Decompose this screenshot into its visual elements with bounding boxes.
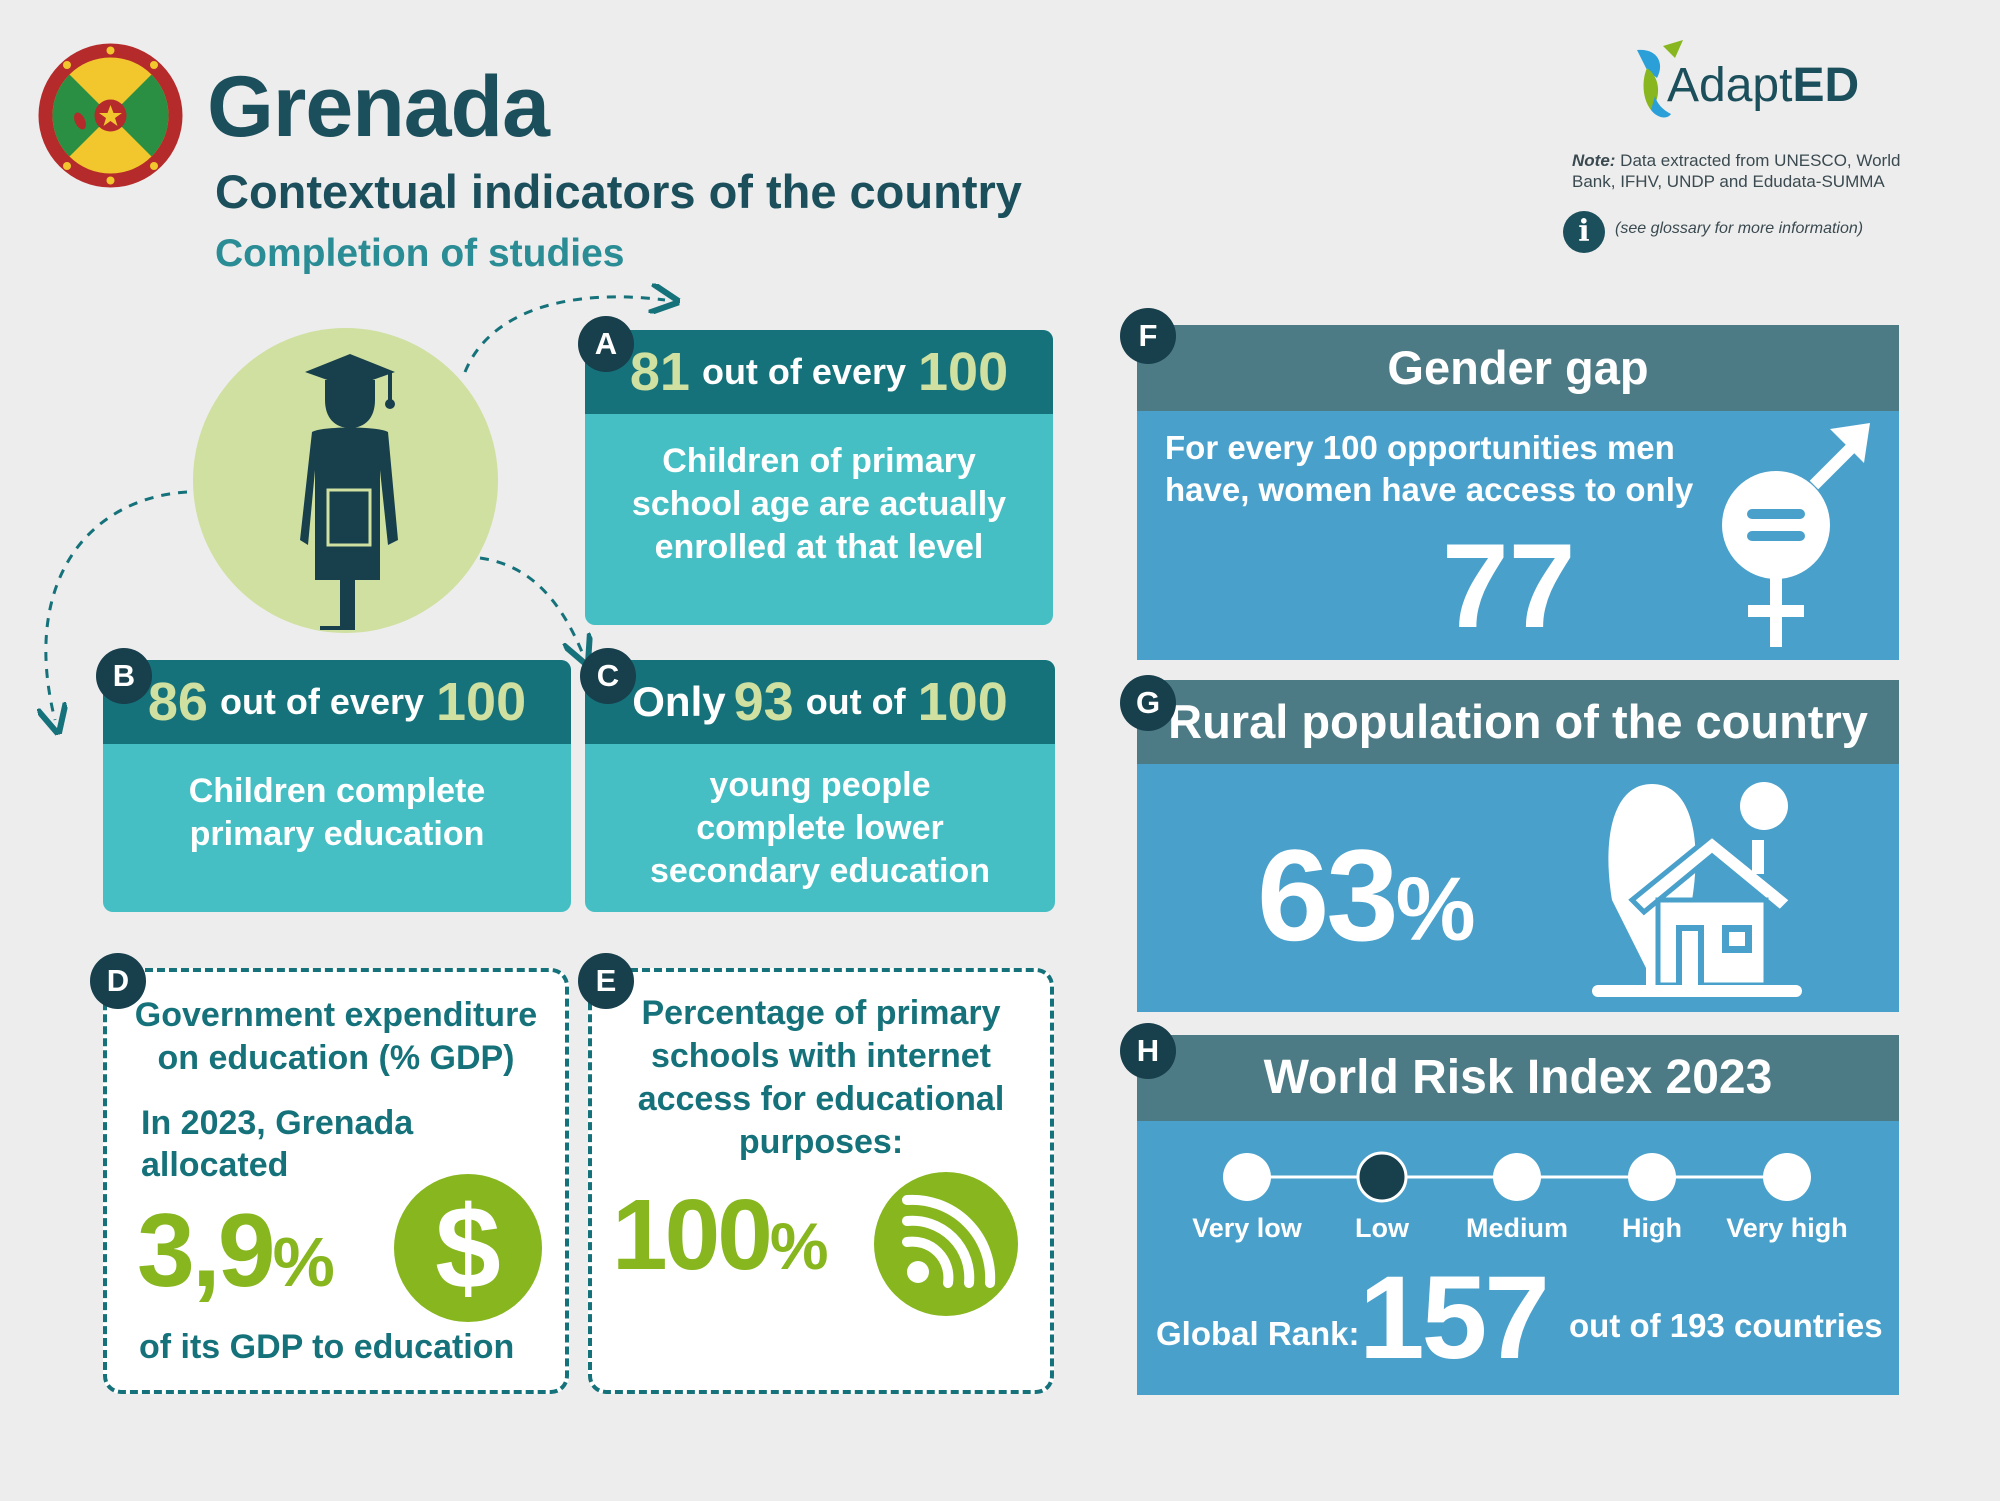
global-rank-label: Global Rank:	[1156, 1315, 1360, 1352]
gender-gap-value: 77	[1442, 519, 1576, 653]
global-rank-total: out of 193 countries	[1569, 1307, 1883, 1344]
info-icon[interactable]: i	[1563, 211, 1605, 253]
indicator-e-card: Percentage of primary schools with inter…	[588, 968, 1054, 1394]
data-source-note: Note: Data extracted from UNESCO, World …	[1572, 151, 1901, 191]
indicator-d-outro: of its GDP to education	[139, 1328, 515, 1366]
indicator-e-title: Percentage of primary schools with inter…	[637, 994, 1005, 1161]
indicator-c-header: Only 93 out of 100	[585, 660, 1055, 744]
rural-population-title: Rural population of the country	[1137, 680, 1899, 764]
indicator-d-intro: In 2023, Grenada allocated	[141, 1104, 414, 1184]
indicator-d-title: Government expenditure on education (% G…	[134, 996, 538, 1077]
page-subtitle: Contextual indicators of the country	[215, 165, 1022, 218]
world-risk-title: World Risk Index 2023	[1137, 1035, 1899, 1121]
indicator-c-middle: out of	[805, 681, 906, 722]
indicator-b-letter: B	[96, 648, 152, 704]
risk-level-label: Medium	[1465, 1213, 1569, 1243]
risk-scale	[1223, 1151, 1811, 1203]
indicator-a-letter: A	[578, 316, 634, 372]
indicator-c-total: 100	[917, 672, 1008, 732]
risk-level-label: Low	[1355, 1213, 1409, 1243]
adapted-logo-icon	[1637, 40, 1683, 118]
indicator-a-middle: out of every	[701, 351, 906, 392]
section-title: Completion of studies	[215, 232, 625, 275]
world-risk-panel: World Risk Index 2023 Very low Low Medium H…	[1137, 1035, 1899, 1395]
indicator-e-value: 100%	[612, 1179, 829, 1291]
dollar-icon: $	[394, 1174, 542, 1322]
risk-level-dot	[1493, 1153, 1541, 1201]
indicator-c-text: young people complete lower secondary ed…	[649, 766, 991, 890]
risk-level-dot	[1763, 1153, 1811, 1201]
indicator-b-header: 86 out of every 100	[103, 660, 571, 744]
rural-house-icon	[1592, 782, 1802, 997]
indicator-b-value: 86	[147, 672, 208, 732]
flow-arrows	[0, 260, 700, 740]
indicator-d-letter: D	[90, 953, 146, 1009]
risk-level-dot	[1628, 1153, 1676, 1201]
indicator-c-letter: C	[580, 648, 636, 704]
grenada-flag-icon	[38, 43, 183, 188]
risk-level-dot	[1356, 1151, 1408, 1203]
gender-gap-panel: Gender gap For every 100 opportunities m…	[1137, 325, 1899, 660]
indicator-b-card: 86 out of every 100 Children complete pr…	[103, 660, 571, 912]
indicator-f-letter: F	[1120, 308, 1176, 364]
gender-icon	[1722, 423, 1870, 647]
risk-level-label: Very high	[1726, 1213, 1848, 1243]
graduate-icon	[300, 354, 398, 630]
risk-level-label: Very low	[1192, 1213, 1302, 1243]
indicator-b-text: Children complete primary education	[188, 772, 486, 853]
indicator-a-card: 81 out of every 100 Children of primary …	[585, 330, 1053, 625]
rural-population-panel: Rural population of the country 63%	[1137, 680, 1899, 1012]
indicator-g-letter: G	[1120, 675, 1176, 731]
wifi-icon	[874, 1172, 1018, 1316]
indicator-d-card: Government expenditure on education (% G…	[103, 968, 569, 1394]
indicator-c-prefix: Only	[632, 678, 726, 725]
indicator-d-value: 3,9%	[137, 1193, 335, 1309]
indicator-a-total: 100	[918, 342, 1009, 402]
indicator-e-letter: E	[578, 953, 634, 1009]
glossary-hint: (see glossary for more information)	[1615, 220, 1864, 237]
rural-population-value: 63%	[1257, 822, 1476, 968]
indicator-a-value: 81	[629, 342, 690, 402]
indicator-h-letter: H	[1120, 1023, 1176, 1079]
risk-level-dot	[1223, 1153, 1271, 1201]
indicator-c-value: 93	[733, 672, 794, 732]
indicator-a-text: Children of primary school age are actua…	[631, 442, 1007, 566]
gender-gap-title: Gender gap	[1137, 325, 1899, 411]
country-title: Grenada	[207, 59, 550, 155]
gender-gap-text: For every 100 opportunities men have, wo…	[1165, 429, 1694, 508]
indicator-a-header: 81 out of every 100	[585, 330, 1053, 414]
logo-text: AdaptED	[1667, 59, 1860, 112]
indicator-b-middle: out of every	[219, 681, 424, 722]
global-rank-value: 157	[1359, 1252, 1550, 1384]
indicator-b-total: 100	[436, 672, 527, 732]
risk-level-label: High	[1622, 1213, 1682, 1243]
indicator-c-card: Only 93 out of 100 young people complete…	[585, 660, 1055, 912]
